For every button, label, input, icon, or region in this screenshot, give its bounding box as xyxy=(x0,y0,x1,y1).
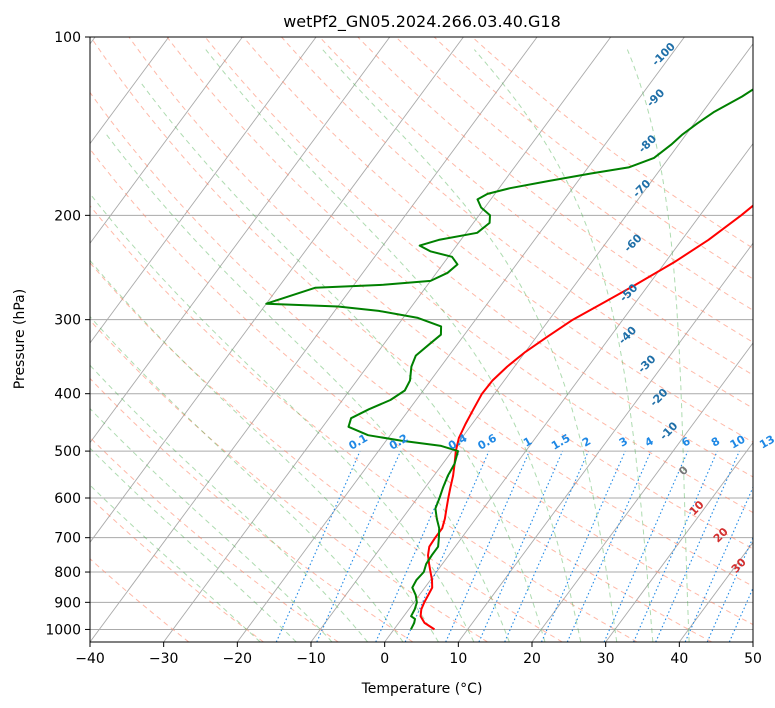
isotherm-line xyxy=(90,37,243,245)
mixing-ratio-line xyxy=(275,450,361,642)
isotherm-line xyxy=(90,37,317,344)
mixing-ratio-label: 13 xyxy=(757,433,775,452)
mixing-ratio-line xyxy=(684,485,753,642)
isotherm-line xyxy=(236,37,685,642)
moist-adiabat-line xyxy=(90,407,333,642)
dry-adiabat-line xyxy=(90,205,638,642)
x-tick-label: 40 xyxy=(670,651,688,667)
moist-adiabat-line xyxy=(90,447,297,642)
mixing-ratio-line xyxy=(706,536,753,642)
moist-adiabat-line xyxy=(141,83,546,642)
mixing-ratio-line xyxy=(445,450,530,642)
isotherm-line xyxy=(605,441,753,642)
y-tick-label: 700 xyxy=(54,531,81,547)
dry-adiabat-lines xyxy=(90,37,753,642)
isotherm-line xyxy=(163,37,612,642)
dry-adiabat-line xyxy=(319,37,753,376)
y-tick-label: 500 xyxy=(54,444,81,460)
mixing-ratio-line xyxy=(504,450,589,642)
x-axis-ticks: −40 −30 −20 −10 0 10 20 30 40 50 xyxy=(75,642,762,667)
x-tick-label: −30 xyxy=(149,651,179,667)
annotation-label: 40 xyxy=(752,581,772,601)
mixing-ratio-line xyxy=(540,450,626,642)
isotherm-line xyxy=(90,37,464,544)
x-tick-label: 50 xyxy=(744,651,762,667)
dry-adiabat-line xyxy=(90,148,712,642)
profile-lines xyxy=(265,88,753,631)
isotherm-line xyxy=(457,242,753,642)
y-tick-label: 200 xyxy=(54,208,81,224)
isotherm-line xyxy=(531,342,753,642)
moist-adiabat-line xyxy=(90,192,475,642)
chart-title: wetPf2_GN05.2024.266.03.40.G18 xyxy=(283,12,561,32)
x-tick-label: −10 xyxy=(296,651,326,667)
moist-adiabat-line xyxy=(473,49,654,642)
mixing-ratio-line xyxy=(655,450,740,642)
y-tick-label: 600 xyxy=(54,491,81,507)
dry-adiabat-line xyxy=(90,37,753,587)
isotherm-lines xyxy=(90,37,753,642)
mixing-ratio-line xyxy=(566,450,652,642)
y-tick-label: 100 xyxy=(54,30,81,46)
x-axis-title: Temperature (°C) xyxy=(361,681,483,697)
y-axis-title: Pressure (hPa) xyxy=(12,289,28,389)
y-axis-ticks: 100 200 300 400 500 600 700 800 900 1000 xyxy=(45,30,90,638)
x-tick-label: 0 xyxy=(380,651,389,667)
x-tick-label: 30 xyxy=(597,651,615,667)
dry-adiabat-line xyxy=(281,37,753,409)
dry-adiabat-line xyxy=(433,37,753,280)
mixing-ratio-line xyxy=(316,450,402,642)
moist-adiabat-line xyxy=(90,315,404,642)
dry-adiabat-line xyxy=(90,319,488,642)
moist-adiabat-line xyxy=(626,49,690,642)
x-tick-label: 20 xyxy=(523,651,541,667)
mixing-ratio-line xyxy=(603,450,689,642)
mixing-ratio-line xyxy=(404,450,490,642)
temperature-profile-line xyxy=(419,204,753,631)
moist-adiabat-line xyxy=(322,49,618,642)
dry-adiabat-line xyxy=(471,37,753,249)
dewpoint-profile-line xyxy=(265,88,753,630)
dry-adiabat-line xyxy=(395,37,753,311)
dry-adiabat-line xyxy=(90,377,414,642)
moist-adiabat-lines xyxy=(90,49,690,642)
isotherm-line xyxy=(90,37,391,444)
mixing-ratio-line xyxy=(478,450,564,642)
mixing-ratio-line xyxy=(633,450,718,642)
isotherm-line xyxy=(90,37,538,642)
x-tick-label: −40 xyxy=(75,651,105,667)
mixing-ratio-lines xyxy=(275,450,753,642)
moist-adiabat-line xyxy=(90,484,261,642)
isotherm-line xyxy=(90,37,170,145)
moist-adiabat-line xyxy=(90,259,439,642)
x-tick-label: 10 xyxy=(449,651,467,667)
y-tick-label: 900 xyxy=(54,595,81,611)
x-tick-label: −20 xyxy=(223,651,253,667)
isotherm-line xyxy=(384,142,753,642)
plot-frame xyxy=(89,36,754,643)
y-tick-label: 800 xyxy=(54,565,81,581)
y-tick-label: 1000 xyxy=(45,622,81,638)
y-tick-label: 400 xyxy=(54,387,81,403)
dry-adiabat-line xyxy=(357,37,753,343)
dry-adiabat-line xyxy=(90,91,753,626)
moist-adiabat-line xyxy=(90,364,369,642)
y-tick-label: 300 xyxy=(54,313,81,329)
isotherm-line xyxy=(310,43,753,642)
moist-adiabat-line xyxy=(104,132,510,642)
